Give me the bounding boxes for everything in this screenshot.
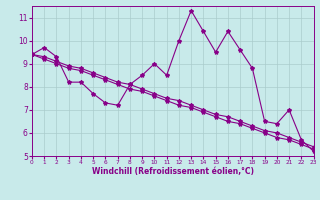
- X-axis label: Windchill (Refroidissement éolien,°C): Windchill (Refroidissement éolien,°C): [92, 167, 254, 176]
